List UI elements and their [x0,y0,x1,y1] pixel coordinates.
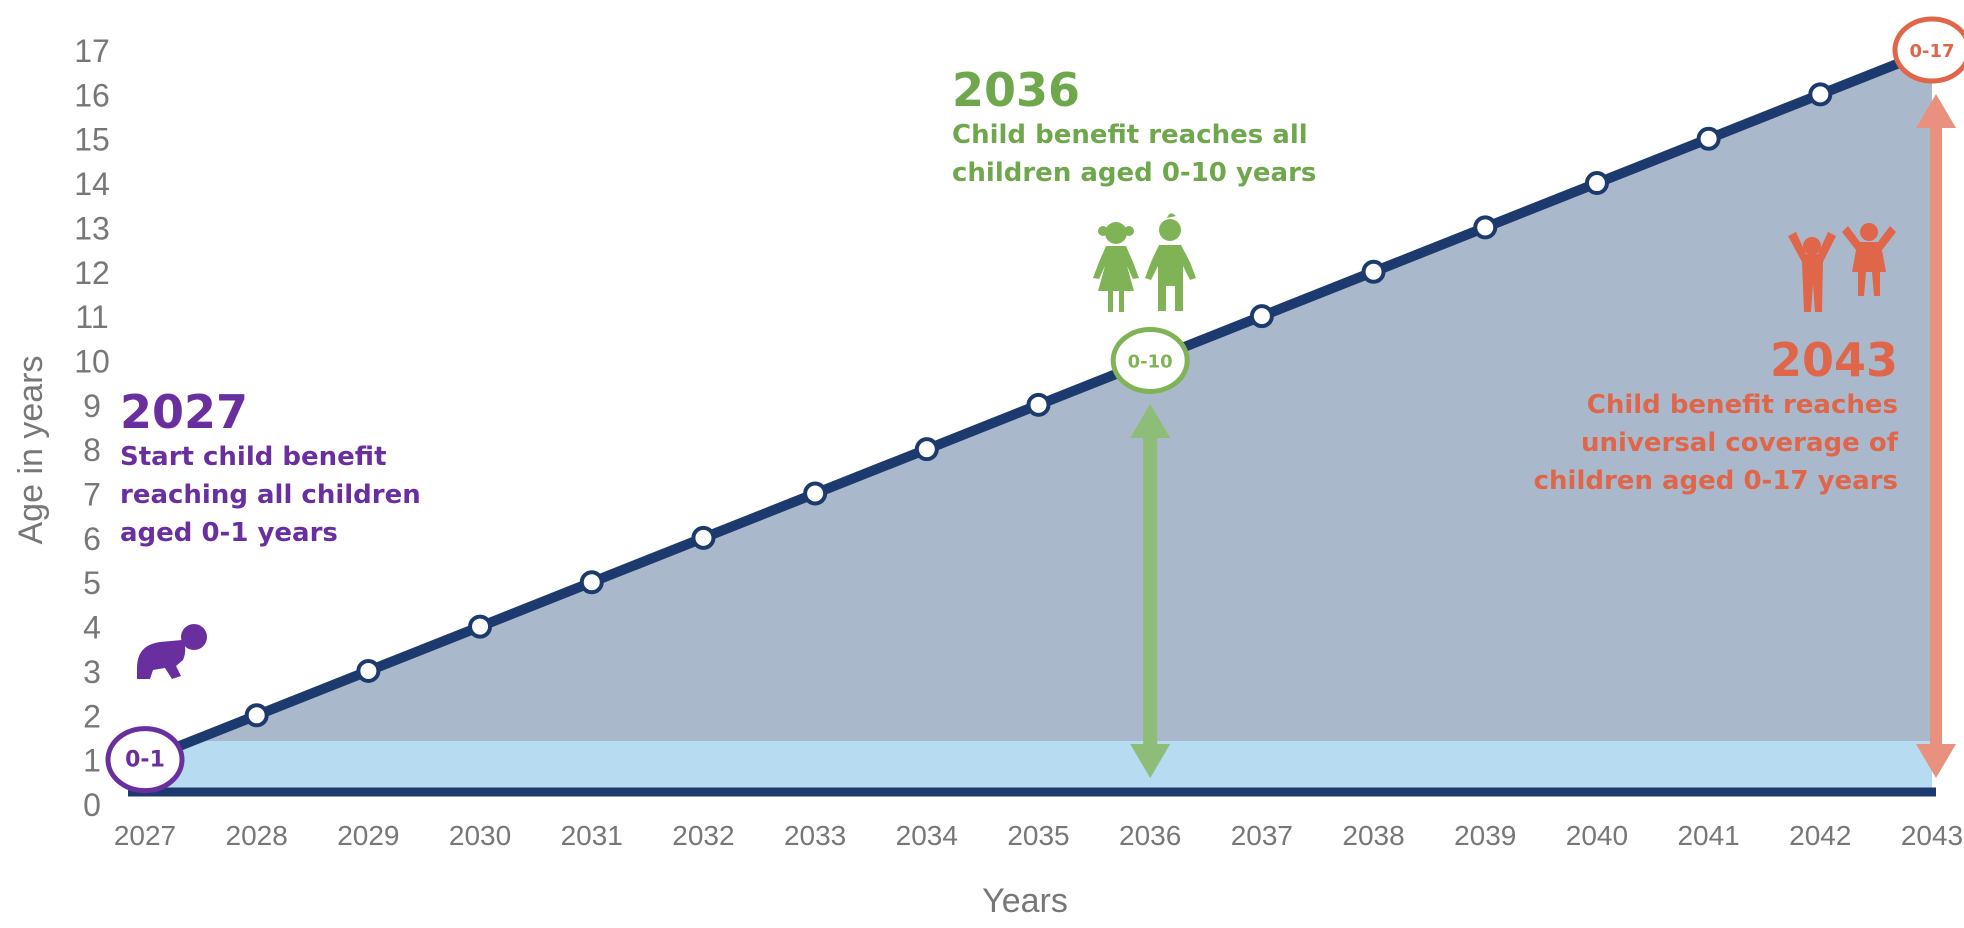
x-tick-label: 2027 [114,820,176,851]
data-point-2035 [1026,392,1051,417]
marker-0-17: 0-17 [1892,16,1964,84]
y-axis-label: Age in years [12,356,50,545]
x-tick-label: 2038 [1342,820,1404,851]
teenagers-icon [1788,223,1896,312]
data-point-2041 [1696,126,1721,151]
arrow-0-17-head-up [1916,94,1956,128]
y-tick-label: 7 [83,477,101,513]
y-tick-label: 5 [83,565,101,601]
x-tick-label: 2034 [896,820,958,851]
range-markers: 0-1 0-10 0-17 [105,16,1964,794]
y-tick-label: 13 [74,210,110,246]
arrow-0-10-head-down [1130,744,1171,778]
data-point-2029 [356,658,381,683]
annotation-2043-year: 2043 [1769,333,1898,387]
x-tick-label: 2028 [226,820,288,851]
y-tick-label: 4 [83,610,101,646]
arrow-0-10-head-up [1130,404,1171,438]
y-tick-label: 2 [83,698,101,734]
marker-0-10: 0-10 [1110,326,1190,394]
annotation-2027-line-1: Start child benefit [120,442,387,472]
arrow-0-17-head-down [1916,744,1956,778]
marker-0-1: 0-1 [105,726,185,794]
arrow-0-17 [1916,94,1956,778]
marker-ellipse [1110,326,1190,394]
data-point-2028 [244,703,269,728]
range-arrows [1130,94,1956,778]
y-tick-label: 16 [74,77,110,113]
y-tick-label: 3 [83,654,101,690]
x-tick-label: 2039 [1454,820,1516,851]
annotation-2036-line-2: children aged 0-10 years [952,158,1317,188]
data-point-2042 [1808,82,1833,107]
marker-label: 0-10 [1128,351,1173,372]
arrow-0-10 [1130,404,1171,778]
y-tick-label: 10 [74,343,110,379]
x-tick-label: 2036 [1119,820,1181,851]
data-point-2040 [1584,171,1609,196]
y-tick-label: 0 [83,787,101,823]
x-tick-label: 2037 [1231,820,1293,851]
x-tick-label: 2029 [337,820,399,851]
x-tick-label: 2030 [449,820,511,851]
annotation-2027-line-3: aged 0-1 years [120,518,338,548]
annotation-2027-year: 2027 [120,385,249,439]
y-tick-label: 15 [74,122,110,158]
annotation-2043-line-1: Child benefit reaches [1586,390,1898,420]
data-point-2039 [1473,215,1498,240]
annotation-2043-line-2: universal coverage of [1580,428,1898,458]
x-tick-label: 2042 [1789,820,1851,851]
annotation-2036: 2036 Child benefit reaches all children … [952,64,1316,192]
data-point-2034 [914,437,939,462]
y-tick-label: 12 [74,255,110,291]
x-tick-label: 2043 [1901,820,1963,851]
annotation-2036-line-1: Child benefit reaches all [952,120,1308,150]
x-tick-labels: 2027 2028 2029 2030 2031 2032 2033 2034 2035 2036… [114,820,1963,851]
data-point-2033 [803,481,828,506]
data-point-2031 [579,570,604,595]
x-tick-label: 2040 [1566,820,1628,851]
y-tick-label: 6 [83,521,101,557]
y-tick-label: 1 [83,743,101,779]
y-tick-label: 17 [74,33,110,69]
crawling-baby-icon [137,624,207,679]
annotation-2043-line-3: children aged 0-17 years [1533,466,1898,496]
x-tick-label: 2031 [561,820,623,851]
marker-ellipse [105,726,185,794]
annotation-2043: 2043 Child benefit reaches universal cov… [1534,334,1898,500]
y-tick-label: 11 [75,299,108,335]
age-0-1-band [145,741,1932,792]
data-point-2030 [468,614,493,639]
marker-label: 0-1 [125,748,165,773]
x-tick-label: 2032 [672,820,734,851]
marker-ellipse [1892,16,1964,84]
y-tick-label: 8 [83,432,101,468]
data-point-2032 [691,525,716,550]
data-point-2037 [1249,304,1274,329]
marker-label: 0-17 [1909,41,1954,62]
annotation-2036-year: 2036 [952,63,1081,117]
y-tick-label: 14 [74,166,110,202]
x-tick-label: 2033 [784,820,846,851]
annotation-2027: 2027 Start child benefit reaching all ch… [120,386,421,552]
data-points [244,82,1833,728]
x-tick-label: 2035 [1007,820,1069,851]
annotation-2027-line-2: reaching all children [120,480,421,510]
children-icon [1093,213,1196,312]
y-tick-label: 9 [83,388,101,424]
x-axis-label: Years [982,882,1068,920]
x-tick-label: 2041 [1677,820,1739,851]
data-point-2038 [1361,259,1386,284]
